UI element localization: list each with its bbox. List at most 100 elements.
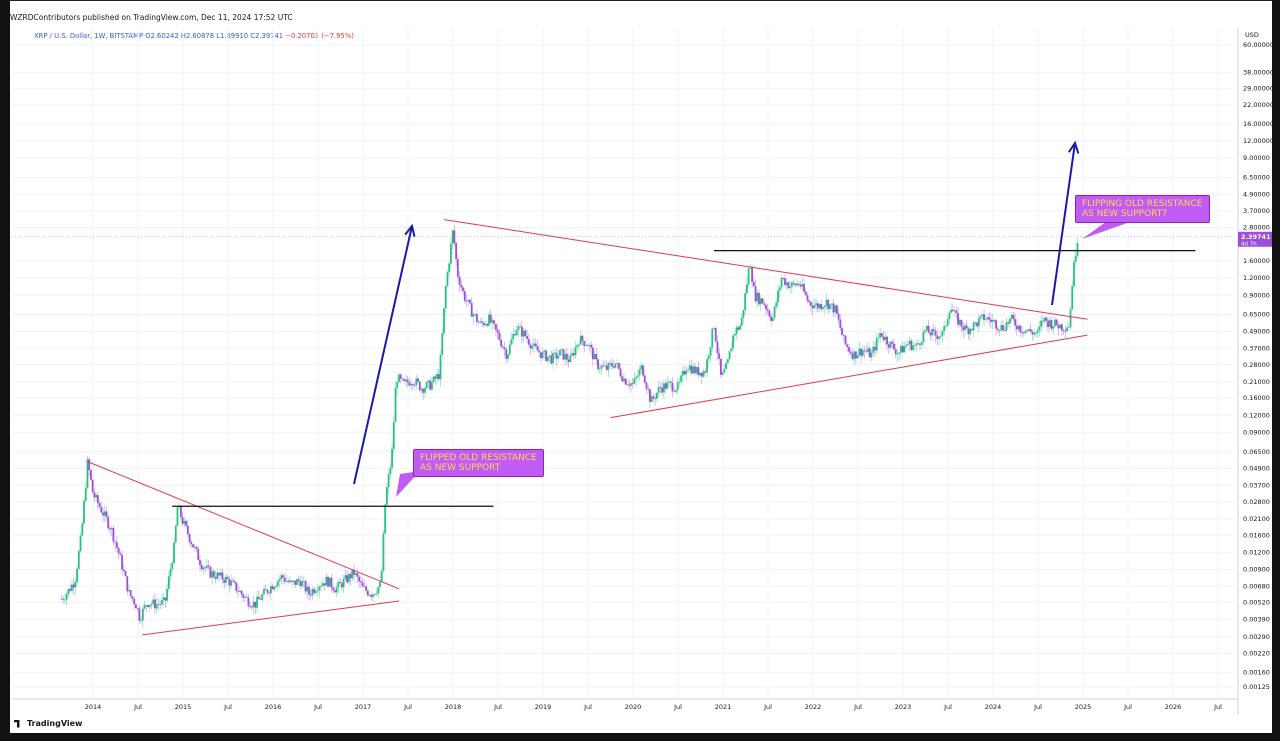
candle-body [328, 577, 331, 587]
candle-body [460, 284, 463, 288]
candle-body [271, 586, 274, 590]
candle-body [270, 586, 272, 594]
candle-body [1067, 327, 1070, 328]
candle-body [1009, 318, 1011, 324]
candle-body [143, 605, 146, 609]
candle-body [396, 382, 399, 388]
candle-body [645, 382, 648, 389]
candle-body [964, 325, 966, 331]
x-tick-label: 2021 [715, 703, 732, 711]
candle-body [974, 322, 977, 324]
candle-body [780, 278, 783, 288]
candle-body [105, 511, 108, 517]
candle-body [202, 567, 205, 570]
candle-body [86, 459, 89, 489]
candle-body [690, 365, 693, 374]
candle-body [188, 534, 191, 543]
trend-arrows [353, 140, 1130, 497]
candle-body [733, 334, 736, 336]
candle-body [315, 591, 317, 593]
candle-body [559, 350, 561, 356]
candle-body [79, 535, 82, 552]
candle-body [936, 335, 939, 339]
y-tick-label: 0.01200 [1243, 548, 1270, 556]
candle-body [373, 594, 376, 596]
candle-body [998, 329, 1001, 331]
candle-body [794, 283, 797, 286]
candle-body [692, 366, 695, 374]
candle-body [413, 384, 416, 386]
candle-body [197, 548, 200, 561]
candle-body [365, 586, 368, 591]
candle-body [906, 344, 909, 345]
candle-body [567, 359, 570, 363]
candle-body [183, 520, 186, 524]
candle-body [443, 308, 445, 334]
callout-flipping-pointer [1082, 219, 1130, 239]
candle-body [167, 576, 170, 589]
candle-body [600, 365, 603, 369]
symbol-name[interactable]: XRP / U.S. Dollar, 1W, BITSTAMP [34, 32, 144, 40]
candle-body [218, 572, 220, 576]
candle-body [110, 527, 113, 530]
candle-body [415, 378, 418, 386]
candle-body [875, 338, 878, 351]
candle-body [771, 317, 774, 321]
candle-body [510, 339, 513, 345]
candle-body [792, 282, 795, 284]
candle-body [226, 576, 229, 579]
candle-body [837, 313, 840, 320]
candle-body [321, 583, 324, 586]
candle-body [185, 520, 188, 526]
candle-body [311, 589, 314, 596]
candle-body [737, 327, 740, 330]
candle-body [858, 348, 861, 356]
y-tick-label: 1.20000 [1243, 274, 1270, 282]
candle-body [133, 598, 136, 605]
candle-body [905, 344, 908, 347]
candle-body [436, 374, 438, 379]
candle-body [726, 359, 729, 364]
candle-body [996, 328, 999, 330]
tradingview-logo[interactable]: TradingView [14, 719, 82, 728]
candle-body [505, 349, 508, 359]
candle-body [292, 580, 295, 582]
candle-body [145, 605, 148, 606]
candle-body [403, 379, 406, 382]
candle-body [624, 378, 627, 385]
candle-body [579, 335, 582, 345]
candle-body [801, 283, 804, 287]
candle-body [1028, 329, 1030, 331]
candle-body [517, 326, 520, 330]
x-tick-label: Jul [583, 703, 592, 711]
candle-body [342, 578, 345, 588]
candle-body [948, 312, 951, 320]
candle-body [910, 340, 913, 351]
arrow-2024-rally [1051, 142, 1076, 306]
candle-body [744, 293, 747, 310]
y-tick-label: 16.00000 [1243, 120, 1274, 128]
x-tick-label: 2024 [985, 703, 1002, 711]
candle-body [520, 326, 523, 337]
candle-body [761, 298, 764, 304]
candle-body [896, 353, 899, 355]
y-tick-label: 2.80000 [1243, 224, 1270, 232]
candle-body [488, 314, 490, 326]
x-tick-label: 2015 [175, 703, 192, 711]
candle-body [861, 350, 864, 356]
candle-body [481, 321, 483, 323]
candle-body [164, 597, 167, 601]
candle-body [709, 347, 712, 356]
candle-body [924, 330, 927, 332]
candle-body [261, 594, 264, 600]
candle-body [853, 351, 856, 360]
candle-body [472, 314, 475, 317]
callout-flipped-pointer [396, 471, 420, 497]
candle-body [541, 351, 544, 359]
candle-body [95, 495, 98, 498]
candle-body [863, 350, 866, 351]
candle-body [695, 367, 698, 374]
candle-body [257, 596, 260, 600]
candle-body [607, 363, 610, 370]
